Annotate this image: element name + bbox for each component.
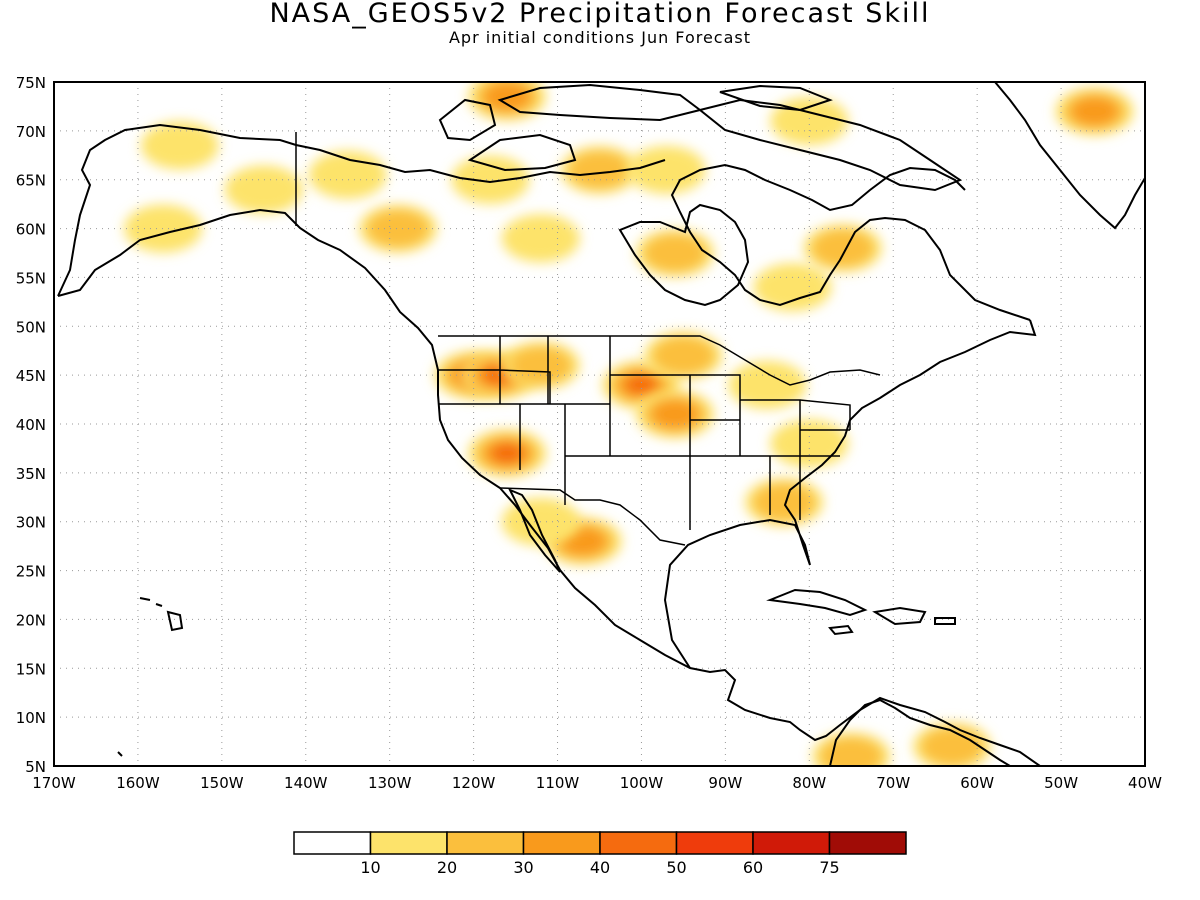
skill-region-minnesota <box>644 331 723 380</box>
lon-tick-label: 130W <box>368 774 412 792</box>
latitude-axis: 75N 70N 65N 60N 55N 50N 45N 40N 35N 30N 25N 20N 15N 1… <box>16 74 46 776</box>
skill-region-alaska-north-slope <box>140 121 219 170</box>
lat-tick-label: 75N <box>16 74 46 92</box>
lon-tick-label: 170W <box>32 774 76 792</box>
skill-region-alaska-south <box>124 204 203 253</box>
lon-tick-label: 60W <box>960 774 994 792</box>
north-america-coastline <box>57 208 1041 766</box>
lon-tick-label: 100W <box>620 774 664 792</box>
lat-tick-label: 65N <box>16 172 46 190</box>
colorbar-label: 10 <box>360 858 380 877</box>
us-state-lines <box>438 336 851 530</box>
political-borders <box>295 132 881 546</box>
canada-east-coast <box>670 163 1031 321</box>
lat-tick-label: 25N <box>16 563 46 581</box>
gridlines <box>54 82 1145 766</box>
lon-tick-label: 110W <box>536 774 580 792</box>
lon-tick-label: 140W <box>284 774 328 792</box>
us-canada-border <box>438 335 881 386</box>
lat-tick-label: 15N <box>16 660 46 678</box>
skill-region-montana <box>501 341 580 390</box>
gulf-coast <box>663 319 1037 669</box>
lon-tick-label: 70W <box>876 774 910 792</box>
longitude-axis: 170W 160W 150W 140W 130W 120W 110W 100W 90W 80W 70… <box>32 774 1162 792</box>
colorbar-swatch <box>752 831 831 855</box>
us-mexico-border <box>499 487 686 546</box>
skill-region-greenland <box>1055 87 1134 136</box>
colorbar: 10 20 30 40 50 60 75 <box>293 831 907 877</box>
colorbar-swatch <box>828 831 907 855</box>
hawaii <box>166 610 184 632</box>
cuba <box>766 588 868 617</box>
arctic-coast <box>57 123 666 297</box>
skill-region-nevada <box>468 429 547 478</box>
skill-region-alaska-yukon <box>224 165 303 214</box>
colorbar-swatch <box>599 831 678 855</box>
devon-island <box>719 84 833 112</box>
lat-tick-label: 5N <box>25 758 46 776</box>
skill-region-bc-north <box>359 204 438 253</box>
chart-title: NASA_GEOS5v2 Precipitation Forecast Skil… <box>269 0 931 29</box>
lat-tick-label: 50N <box>16 318 46 336</box>
plot-frame <box>53 81 1146 767</box>
lon-tick-label: 150W <box>200 774 244 792</box>
skill-region-labrador <box>803 224 882 273</box>
colorbar-label: 20 <box>437 858 457 877</box>
skill-region-baffin <box>770 97 849 146</box>
colorbar-label: 50 <box>666 858 686 877</box>
colorbar-swatch <box>446 831 525 855</box>
skill-region-yukon <box>308 150 387 199</box>
colorbar-swatch <box>675 831 754 855</box>
hawaii-small <box>117 597 163 757</box>
colorbar-label: 40 <box>590 858 610 877</box>
skill-region-manitoba <box>636 229 715 277</box>
skill-region-nebraska-kansas <box>636 390 715 439</box>
colorbar-label: 75 <box>819 858 839 877</box>
colorbar-swatch <box>369 831 448 855</box>
colorbar-label: 30 <box>513 858 533 877</box>
colorbar-swatch <box>293 831 372 855</box>
hudson-bay <box>618 203 750 307</box>
lon-tick-label: 90W <box>708 774 742 792</box>
lon-tick-label: 120W <box>452 774 496 792</box>
skill-region-ontario-north <box>753 263 832 312</box>
skill-region-nwt-coast <box>451 155 530 204</box>
lon-tick-label: 40W <box>1128 774 1162 792</box>
lat-tick-label: 40N <box>16 416 46 434</box>
skill-region-georgia <box>745 478 824 527</box>
lat-tick-label: 30N <box>16 514 46 532</box>
lat-tick-label: 45N <box>16 367 46 385</box>
hispaniola <box>872 606 927 626</box>
lon-tick-label: 80W <box>792 774 826 792</box>
skill-region-nunavut-east <box>627 145 706 194</box>
skill-shading-layer <box>124 82 1134 766</box>
colorbar-label: 60 <box>743 858 763 877</box>
lon-tick-label: 160W <box>116 774 160 792</box>
lat-tick-label: 10N <box>16 709 46 727</box>
lat-tick-label: 60N <box>16 221 46 239</box>
colorbar-swatch <box>522 831 601 855</box>
jamaica <box>828 624 854 636</box>
baja-california <box>507 488 561 573</box>
skill-region-venezuela <box>912 722 991 766</box>
south-america-coast <box>829 698 1011 766</box>
puerto-rico <box>934 617 956 625</box>
coastlines <box>57 82 1145 766</box>
lat-tick-label: 55N <box>16 269 46 287</box>
skill-region-saskatchewan <box>501 214 580 263</box>
lon-tick-label: 50W <box>1044 774 1078 792</box>
skill-region-michigan <box>728 360 807 409</box>
victoria-island <box>467 133 577 172</box>
lat-tick-label: 35N <box>16 465 46 483</box>
lat-tick-label: 70N <box>16 123 46 141</box>
chart-subtitle: Apr initial conditions Jun Forecast <box>448 28 752 47</box>
banks-island <box>438 98 497 142</box>
lat-tick-label: 20N <box>16 611 46 629</box>
skill-region-nunavut <box>560 145 639 194</box>
greenland <box>993 82 1145 230</box>
